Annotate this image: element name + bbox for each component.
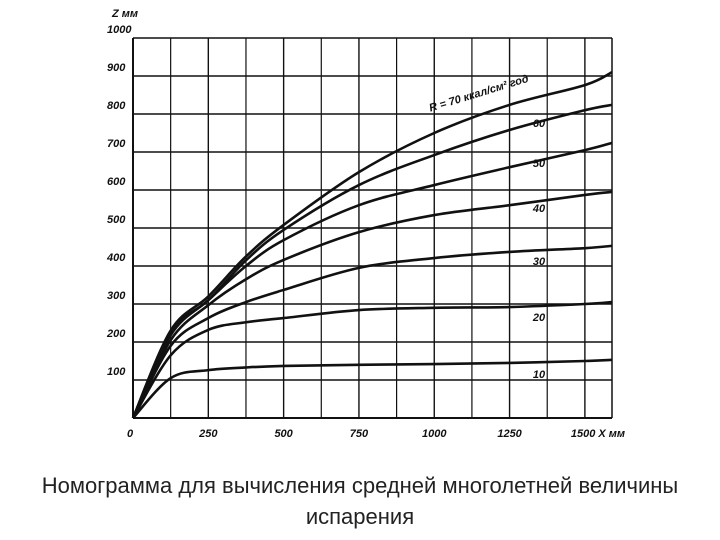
x-tick-label: 1000 — [422, 428, 447, 440]
series-label: 50 — [533, 158, 546, 170]
y-tick-label: 200 — [106, 328, 126, 340]
y-tick-label: 900 — [107, 62, 126, 74]
y-tick-label: 800 — [107, 100, 126, 112]
x-tick-label: 750 — [350, 428, 369, 440]
line-series — [131, 190, 613, 419]
line-series — [131, 141, 613, 419]
y-tick-label: 300 — [107, 290, 126, 302]
y-tick-label: 100 — [107, 366, 126, 378]
caption: Номограмма для вычисления средней многол… — [41, 473, 679, 529]
line-series — [131, 244, 613, 419]
series-label: 60 — [533, 118, 546, 130]
line-series — [131, 71, 613, 419]
series-label: 40 — [532, 203, 546, 215]
x-tick-label: 500 — [274, 428, 293, 440]
chart: Z мм 100 200 300 400 500 600 700 800 900 1000 0 250… — [106, 8, 625, 440]
series-label: 20 — [532, 312, 546, 324]
y-axis-label: Z мм — [111, 8, 138, 20]
x-tick-label: 0 — [127, 428, 134, 440]
x-tick-label: 1500 X мм — [571, 428, 625, 440]
y-tick-label: 600 — [107, 176, 126, 188]
y-tick-label: 1000 — [107, 24, 132, 36]
line-series — [132, 358, 613, 419]
y-tick-label: 500 — [107, 214, 126, 226]
y-tick-label: 400 — [106, 252, 126, 264]
y-tick-label: 700 — [107, 138, 126, 150]
x-tick-label: 1250 — [497, 428, 522, 440]
series-label: R = 70 ккал/см² год — [428, 73, 530, 115]
series-label: 30 — [533, 256, 546, 268]
x-tick-label: 250 — [198, 428, 218, 440]
line-series — [131, 300, 613, 419]
series-label: 10 — [533, 369, 546, 381]
